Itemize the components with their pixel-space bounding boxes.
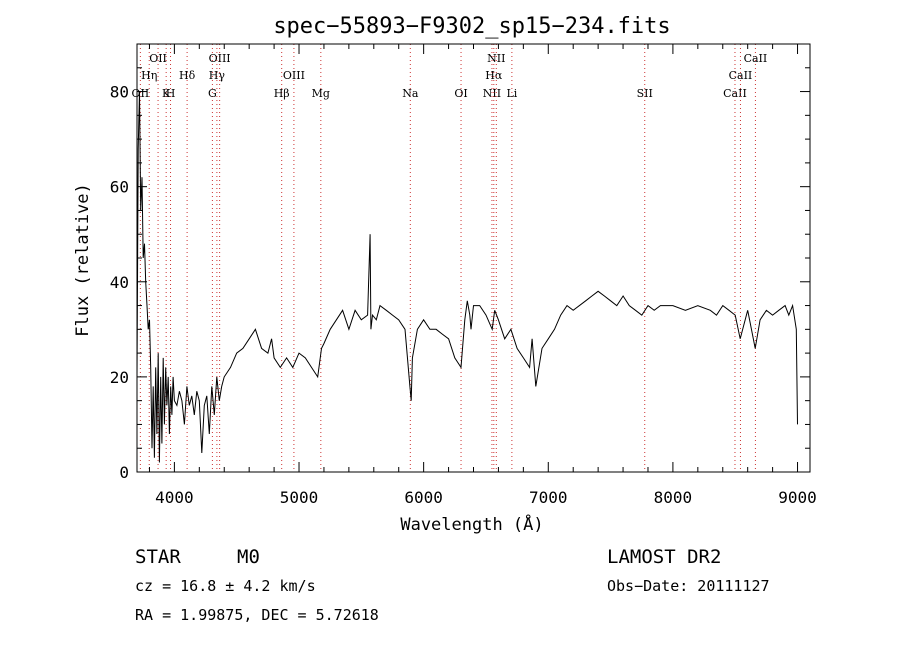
x-tick-label: 5000 [280, 488, 319, 507]
y-ticks-group: 0 20 40 60 80 [110, 43, 810, 482]
reference-line-label: OIII [283, 69, 305, 82]
x-tick-label: 8000 [654, 488, 693, 507]
x-axis-label: Wavelength (Å) [400, 513, 543, 535]
y-tick-label: 0 [119, 463, 129, 482]
survey-label: LAMOST DR2 [607, 546, 721, 568]
object-class: STAR [135, 546, 181, 568]
reference-line-label: Hα [485, 69, 503, 82]
reference-line-label: Li [506, 87, 517, 100]
series-group [136, 91, 798, 463]
spectrum-series-line [136, 91, 798, 463]
reference-line-label: OIII [209, 52, 231, 65]
reference-line-label: OII [132, 87, 150, 100]
object-subclass: M0 [237, 546, 260, 568]
y-tick-label: 20 [110, 368, 129, 387]
x-tick-label: 4000 [155, 488, 194, 507]
reference-line-label: Hγ [209, 69, 226, 82]
reference-line-label: K [162, 87, 171, 100]
x-tick-label: 6000 [404, 488, 443, 507]
y-tick-label: 60 [110, 178, 129, 197]
reference-line-label: Hδ [179, 69, 196, 82]
x-ticks-group: 4000 5000 6000 7000 8000 9000 [148, 44, 817, 507]
x-tick-label: 7000 [529, 488, 568, 507]
reference-line-label: Mg [312, 87, 330, 100]
x-tick-label: 9000 [778, 488, 817, 507]
y-axis-label: Flux (relative) [73, 183, 93, 337]
y-tick-label: 40 [110, 273, 129, 292]
obs-date: Obs−Date: 20111127 [607, 577, 770, 595]
cz-value: cz = 16.8 ± 4.2 km/s [135, 577, 316, 595]
reference-line-label: CaII [729, 69, 753, 82]
y-tick-label: 80 [110, 83, 129, 102]
reference-line-label: H [166, 87, 176, 100]
reference-line-label: NII [487, 52, 505, 65]
reference-line-label: Hη [141, 69, 157, 82]
reference-line-label: CaII [723, 87, 747, 100]
reference-line-label: G [208, 87, 217, 100]
reference-line-label: NII [483, 87, 501, 100]
reference-line-label: CaII [744, 52, 768, 65]
chart-title: spec−55893−F9302_sp15−234.fits [273, 14, 670, 39]
reference-line-label: Hβ [274, 87, 290, 100]
ra-dec: RA = 1.99875, DEC = 5.72618 [135, 606, 379, 624]
reference-line-label: OI [454, 87, 467, 100]
reference-line-label: Na [402, 87, 419, 100]
reference-line-label: SII [637, 87, 653, 100]
reference-line-label: OII [149, 52, 167, 65]
